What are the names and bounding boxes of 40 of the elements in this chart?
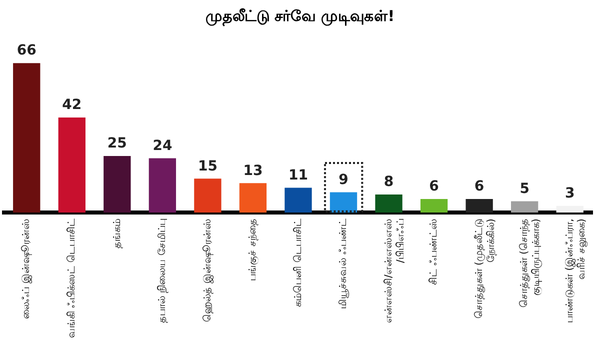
bar [284, 188, 312, 213]
x-tick-label: பாண்டுகள் (இன்ஃப்ரா, வரிச் சலுகை) [564, 218, 588, 323]
data-label: 24 [152, 138, 172, 154]
data-label: 9 [338, 172, 348, 188]
data-label: 42 [62, 97, 82, 114]
bar [466, 199, 493, 213]
data-label: 13 [243, 162, 263, 179]
bar [511, 201, 538, 213]
bar [148, 158, 176, 213]
bar [104, 156, 131, 213]
bar [375, 194, 402, 213]
x-tick-label: கம்பெனி டெபாசிட் [292, 218, 304, 307]
bar [420, 199, 448, 213]
x-tick-label: பங்குச் சந்தை [248, 218, 260, 281]
data-label: 8 [384, 174, 394, 190]
bar [556, 206, 584, 213]
x-tick-label: மியூச்சுவல் ஃபண்ட் [338, 218, 350, 309]
bar [13, 63, 40, 213]
x-tick-label: தங்கம் [112, 218, 123, 249]
data-label: 6 [474, 178, 484, 195]
x-tick-label: என்எஸ்சி/என்எஸ்எஸ்/பிபிஎஃப் [383, 218, 406, 324]
x-tick-label: வங்கி ஃபிக்ஸட் டெபாசிட் [66, 218, 78, 338]
data-label: 6 [429, 178, 439, 195]
bar [194, 178, 222, 213]
data-label: 25 [107, 136, 127, 152]
x-tick-label: சொத்துகள் (சொந்த குடியிருப்புக்காக) [519, 218, 544, 308]
x-tick-label: சிட் ஃபண்ட்ஸ் [428, 218, 440, 285]
data-label: 66 [16, 42, 36, 59]
bar [58, 117, 86, 213]
bar [239, 183, 267, 213]
data-label: 3 [564, 185, 575, 202]
data-label: 11 [288, 167, 308, 184]
x-tick-label: ஹெல்த் இன்ஷூரன்ஸ் [202, 218, 214, 322]
data-label: 15 [198, 158, 218, 174]
x-tick-label: சொத்துகள் (முதலீட்டு நோக்கில்) [474, 218, 497, 319]
x-tick-label: லைஃப் இன்ஷூரன்ஸ் [21, 218, 32, 319]
data-label: 5 [520, 180, 530, 197]
x-tick-label: தபால் நிலைய சேமிப்பு [157, 218, 168, 323]
bar [330, 192, 358, 213]
chart-title: முதலீட்டு சர்வே முடிவுகள்! [205, 6, 395, 26]
